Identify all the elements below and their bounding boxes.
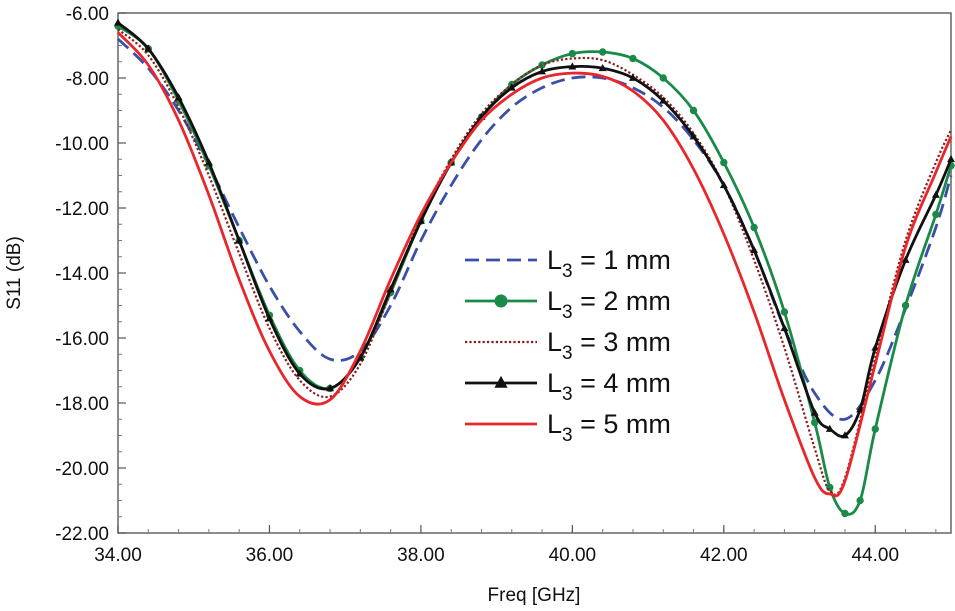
data-point-marker xyxy=(871,343,880,351)
data-point-marker xyxy=(901,255,910,263)
data-point-marker xyxy=(901,301,910,310)
data-point-marker xyxy=(947,155,955,163)
x-tick-label: 38.00 xyxy=(397,545,445,566)
data-point-marker xyxy=(932,210,940,219)
legend: L3 = 1 mm L3 = 2 mm L3 = 3 mm L3 = 4 mm L3 =… xyxy=(465,245,671,446)
data-point-marker xyxy=(265,314,274,322)
legend-label: L3 = 5 mm xyxy=(547,409,671,446)
y-tick-label: -16.00 xyxy=(55,329,109,350)
data-point-marker xyxy=(780,308,789,316)
data-point-marker xyxy=(659,74,667,82)
data-point-marker xyxy=(235,236,244,244)
data-point-marker xyxy=(856,496,864,505)
legend-label: L3 = 3 mm xyxy=(547,327,671,364)
data-point-marker xyxy=(295,369,304,377)
data-point-marker xyxy=(689,106,698,115)
data-point-marker xyxy=(598,48,607,56)
x-tick-label: 36.00 xyxy=(246,545,294,566)
series-line xyxy=(116,31,953,498)
data-point-marker xyxy=(871,425,879,433)
y-tick-label: -12.00 xyxy=(55,199,109,220)
data-point-marker xyxy=(810,408,819,416)
x-tick-label: 40.00 xyxy=(549,545,597,566)
data-point-marker xyxy=(416,216,425,224)
data-point-marker xyxy=(598,64,607,72)
data-point-marker xyxy=(689,132,698,140)
data-point-marker xyxy=(810,418,819,427)
series-5 xyxy=(116,31,953,498)
legend-marker xyxy=(494,294,508,308)
y-tick-label: -10.00 xyxy=(55,134,109,155)
series-line xyxy=(117,37,953,421)
legend-entry: L3 = 5 mm xyxy=(465,409,671,446)
y-tick-label: -18.00 xyxy=(55,394,109,415)
plot-area: 34.00 36.00 38.00 40.00 42.00 44.00 -6.00 -8.0… xyxy=(55,4,955,566)
data-point-marker xyxy=(629,54,637,63)
y-axis-title: S11 (dB) xyxy=(4,236,25,310)
x-tick-label: 42.00 xyxy=(700,545,748,566)
data-point-marker xyxy=(356,353,365,361)
y-axis-ticks: -6.00 -8.00 -10.00 -12.00 -14.00 -16.00 -18.00… xyxy=(55,4,126,545)
x-axis-title: Freq [GHz] xyxy=(488,585,581,606)
data-point-marker xyxy=(174,93,183,101)
data-point-marker xyxy=(841,431,849,439)
data-point-marker xyxy=(931,190,940,198)
y-tick-label: -20.00 xyxy=(55,459,109,480)
data-point-marker xyxy=(507,83,516,91)
data-point-marker xyxy=(720,158,728,167)
legend-label: L3 = 2 mm xyxy=(547,286,671,323)
data-point-marker xyxy=(856,405,865,413)
series-4 xyxy=(114,18,955,439)
y-tick-label: -8.00 xyxy=(66,69,109,90)
data-point-marker xyxy=(326,384,334,392)
data-point-marker xyxy=(841,509,849,518)
data-point-marker xyxy=(114,18,122,26)
x-tick-label: 34.00 xyxy=(94,545,142,566)
data-point-marker xyxy=(144,44,153,52)
series-1 xyxy=(117,37,953,421)
legend-entry: L3 = 2 mm xyxy=(465,286,671,323)
legend-label: L3 = 4 mm xyxy=(547,368,671,405)
data-point-marker xyxy=(780,324,789,332)
legend-entry: L3 = 1 mm xyxy=(465,245,671,282)
x-axis-ticks: 34.00 36.00 38.00 40.00 42.00 44.00 xyxy=(94,525,899,566)
data-point-marker xyxy=(825,424,834,432)
x-tick-label: 44.00 xyxy=(851,545,899,566)
data-point-marker xyxy=(628,73,637,81)
legend-marker xyxy=(494,375,508,388)
data-point-marker xyxy=(204,158,213,166)
data-point-marker xyxy=(659,96,668,104)
data-point-marker xyxy=(750,223,758,232)
data-point-marker xyxy=(719,181,728,189)
series-layer xyxy=(114,18,955,518)
legend-entry: L3 = 4 mm xyxy=(465,368,671,405)
y-tick-label: -14.00 xyxy=(55,264,109,285)
legend-label: L3 = 1 mm xyxy=(547,245,671,282)
data-point-marker xyxy=(750,246,759,254)
legend-entry: L3 = 3 mm xyxy=(465,327,671,364)
y-tick-label: -6.00 xyxy=(66,4,109,25)
y-tick-label: -22.00 xyxy=(55,524,109,545)
data-point-marker xyxy=(386,285,395,293)
data-point-marker xyxy=(568,49,577,58)
data-point-marker xyxy=(568,62,577,70)
data-point-marker xyxy=(538,67,547,75)
